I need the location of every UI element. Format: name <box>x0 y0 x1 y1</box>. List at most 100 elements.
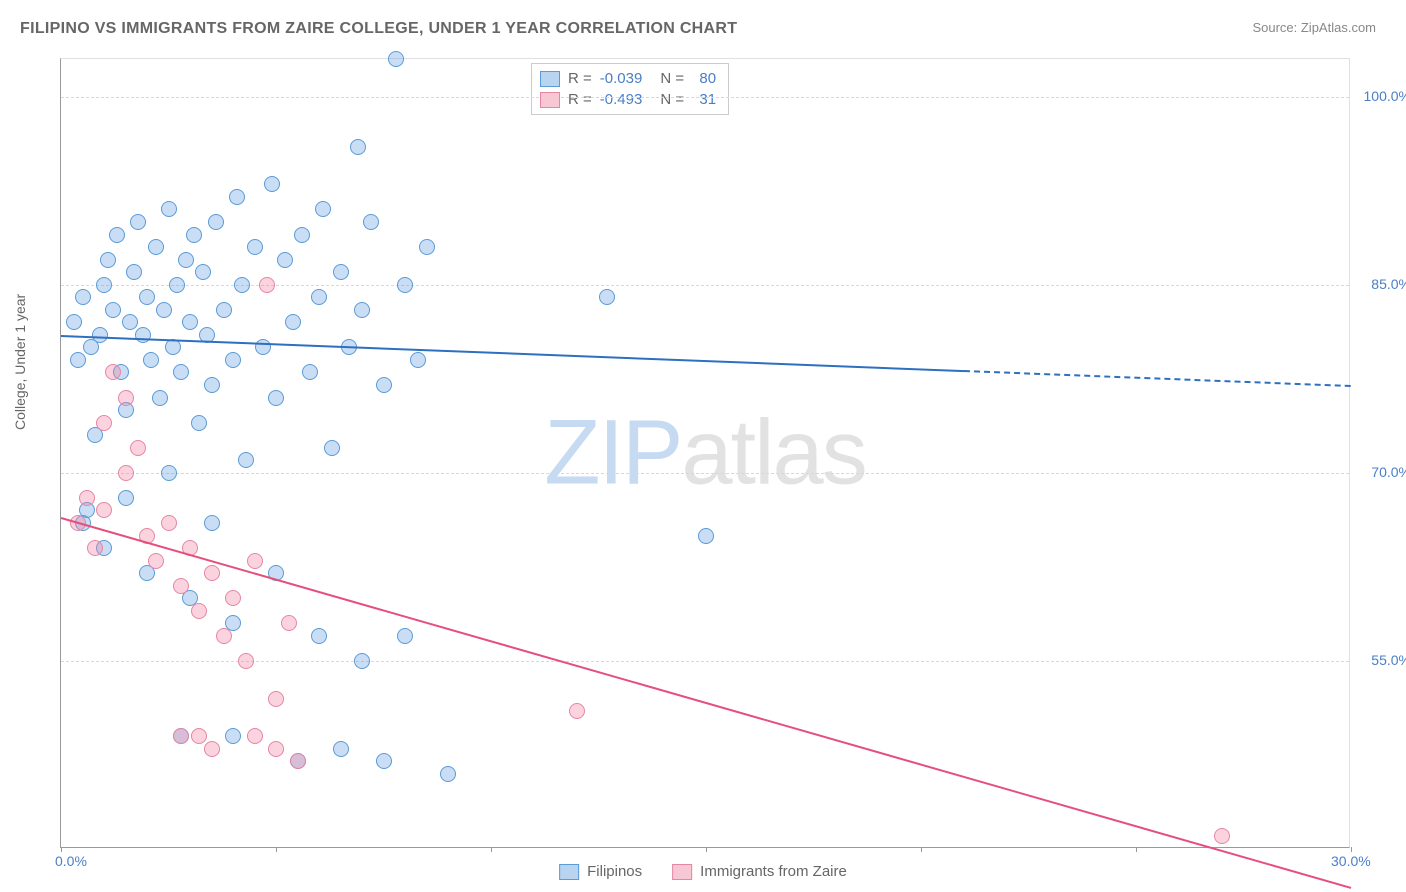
x-tick-label: 0.0% <box>55 853 87 869</box>
scatter-point <box>204 515 220 531</box>
y-tick-label: 55.0% <box>1356 652 1406 668</box>
scatter-point <box>247 553 263 569</box>
legend-item: Immigrants from Zaire <box>672 863 847 880</box>
scatter-point <box>92 327 108 343</box>
legend-r-value: -0.493 <box>600 91 643 108</box>
scatter-point <box>139 289 155 305</box>
scatter-point <box>294 227 310 243</box>
scatter-point <box>225 352 241 368</box>
trend-line-dashed <box>964 370 1351 387</box>
x-tick <box>61 847 62 852</box>
scatter-point <box>354 653 370 669</box>
scatter-point <box>165 339 181 355</box>
scatter-point <box>238 452 254 468</box>
legend-n-label: N = <box>660 70 684 87</box>
x-tick <box>921 847 922 852</box>
scatter-point <box>302 364 318 380</box>
scatter-point <box>208 214 224 230</box>
scatter-point <box>216 302 232 318</box>
legend-swatch <box>540 71 560 87</box>
scatter-point <box>161 201 177 217</box>
scatter-point <box>169 277 185 293</box>
chart-title: FILIPINO VS IMMIGRANTS FROM ZAIRE COLLEG… <box>20 20 737 38</box>
y-tick-label: 70.0% <box>1356 464 1406 480</box>
scatter-point <box>216 628 232 644</box>
trend-line <box>61 517 1352 889</box>
scatter-point <box>130 440 146 456</box>
scatter-point <box>333 264 349 280</box>
legend-n-value: 31 <box>692 91 716 108</box>
scatter-point <box>191 415 207 431</box>
scatter-point <box>173 578 189 594</box>
scatter-point <box>350 139 366 155</box>
gridline <box>61 97 1349 98</box>
scatter-point <box>225 728 241 744</box>
scatter-point <box>182 314 198 330</box>
scatter-point <box>118 490 134 506</box>
watermark: ZIPatlas <box>544 401 865 506</box>
scatter-point <box>152 390 168 406</box>
trend-line <box>61 335 964 372</box>
scatter-point <box>264 176 280 192</box>
scatter-point <box>277 252 293 268</box>
x-tick-label: 30.0% <box>1331 853 1371 869</box>
scatter-point <box>143 352 159 368</box>
scatter-point <box>1214 828 1230 844</box>
series-legend: Filipinos Immigrants from Zaire <box>559 863 847 880</box>
x-tick <box>706 847 707 852</box>
y-axis-label: College, Under 1 year <box>12 294 28 430</box>
scatter-point <box>311 289 327 305</box>
gridline <box>61 661 1349 662</box>
scatter-point <box>156 302 172 318</box>
scatter-point <box>397 628 413 644</box>
scatter-point <box>100 252 116 268</box>
source-label: Source: ZipAtlas.com <box>1252 20 1376 35</box>
scatter-point <box>66 314 82 330</box>
scatter-point <box>259 277 275 293</box>
scatter-point <box>440 766 456 782</box>
scatter-point <box>191 728 207 744</box>
scatter-point <box>96 502 112 518</box>
scatter-point <box>315 201 331 217</box>
scatter-point <box>148 553 164 569</box>
chart-plot-area: ZIPatlas R =-0.039N =80R =-0.493N =31 55… <box>60 58 1350 848</box>
scatter-point <box>268 390 284 406</box>
scatter-point <box>281 615 297 631</box>
x-tick <box>276 847 277 852</box>
scatter-point <box>311 628 327 644</box>
scatter-point <box>178 252 194 268</box>
scatter-point <box>229 189 245 205</box>
legend-swatch <box>540 92 560 108</box>
scatter-point <box>161 465 177 481</box>
legend-swatch <box>559 864 579 880</box>
scatter-point <box>204 377 220 393</box>
legend-label: Immigrants from Zaire <box>700 863 847 880</box>
scatter-point <box>388 51 404 67</box>
legend-row: R =-0.039N =80 <box>540 68 716 89</box>
scatter-point <box>195 264 211 280</box>
scatter-point <box>118 465 134 481</box>
legend-item: Filipinos <box>559 863 642 880</box>
scatter-point <box>290 753 306 769</box>
scatter-point <box>130 214 146 230</box>
scatter-point <box>397 277 413 293</box>
legend-label: Filipinos <box>587 863 642 880</box>
scatter-point <box>354 302 370 318</box>
scatter-point <box>173 364 189 380</box>
scatter-point <box>698 528 714 544</box>
correlation-legend: R =-0.039N =80R =-0.493N =31 <box>531 63 729 115</box>
scatter-point <box>75 289 91 305</box>
scatter-point <box>122 314 138 330</box>
x-tick <box>1351 847 1352 852</box>
scatter-point <box>87 540 103 556</box>
scatter-point <box>234 277 250 293</box>
scatter-point <box>225 590 241 606</box>
scatter-point <box>333 741 349 757</box>
scatter-point <box>268 741 284 757</box>
legend-swatch <box>672 864 692 880</box>
scatter-point <box>324 440 340 456</box>
scatter-point <box>173 728 189 744</box>
scatter-point <box>238 653 254 669</box>
scatter-point <box>148 239 164 255</box>
scatter-point <box>599 289 615 305</box>
